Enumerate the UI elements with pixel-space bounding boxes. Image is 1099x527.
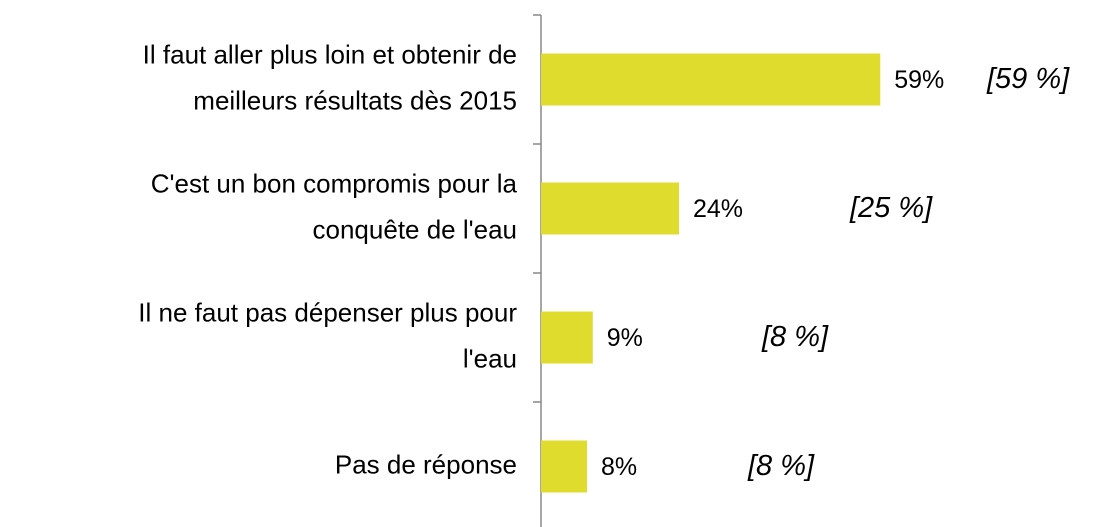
value-label: 9% [607, 324, 643, 352]
category-label: Il faut aller plus loin et obtenir de mei… [143, 39, 517, 115]
category-label-line: l'eau [463, 343, 517, 373]
value-label: 59% [894, 66, 944, 94]
category-label-line: meilleurs résultats dès 2015 [193, 85, 517, 115]
annotation: [59 %] [986, 63, 1070, 95]
bar [541, 440, 587, 493]
category-label-line: Il ne faut pas dépenser plus pour [138, 297, 517, 327]
category-label-line: conquête de l'eau [313, 214, 517, 244]
category-label: Pas de réponse [335, 449, 517, 479]
annotation: [25 %] [849, 192, 933, 224]
value-label: 24% [693, 195, 743, 223]
category-label-line: Pas de réponse [335, 449, 517, 479]
annotation: [8 %] [747, 450, 815, 482]
annotation: [8 %] [761, 321, 829, 353]
category-label: Il ne faut pas dépenser plus pour l'eau [138, 297, 517, 373]
value-label: 8% [601, 453, 637, 481]
bar [541, 311, 593, 364]
category-label: C'est un bon compromis pour la conquête d… [151, 168, 518, 244]
category-label-line: C'est un bon compromis pour la [151, 168, 518, 198]
category-label-line: Il faut aller plus loin et obtenir de [143, 39, 517, 69]
bar [541, 53, 881, 106]
bar [541, 182, 679, 235]
